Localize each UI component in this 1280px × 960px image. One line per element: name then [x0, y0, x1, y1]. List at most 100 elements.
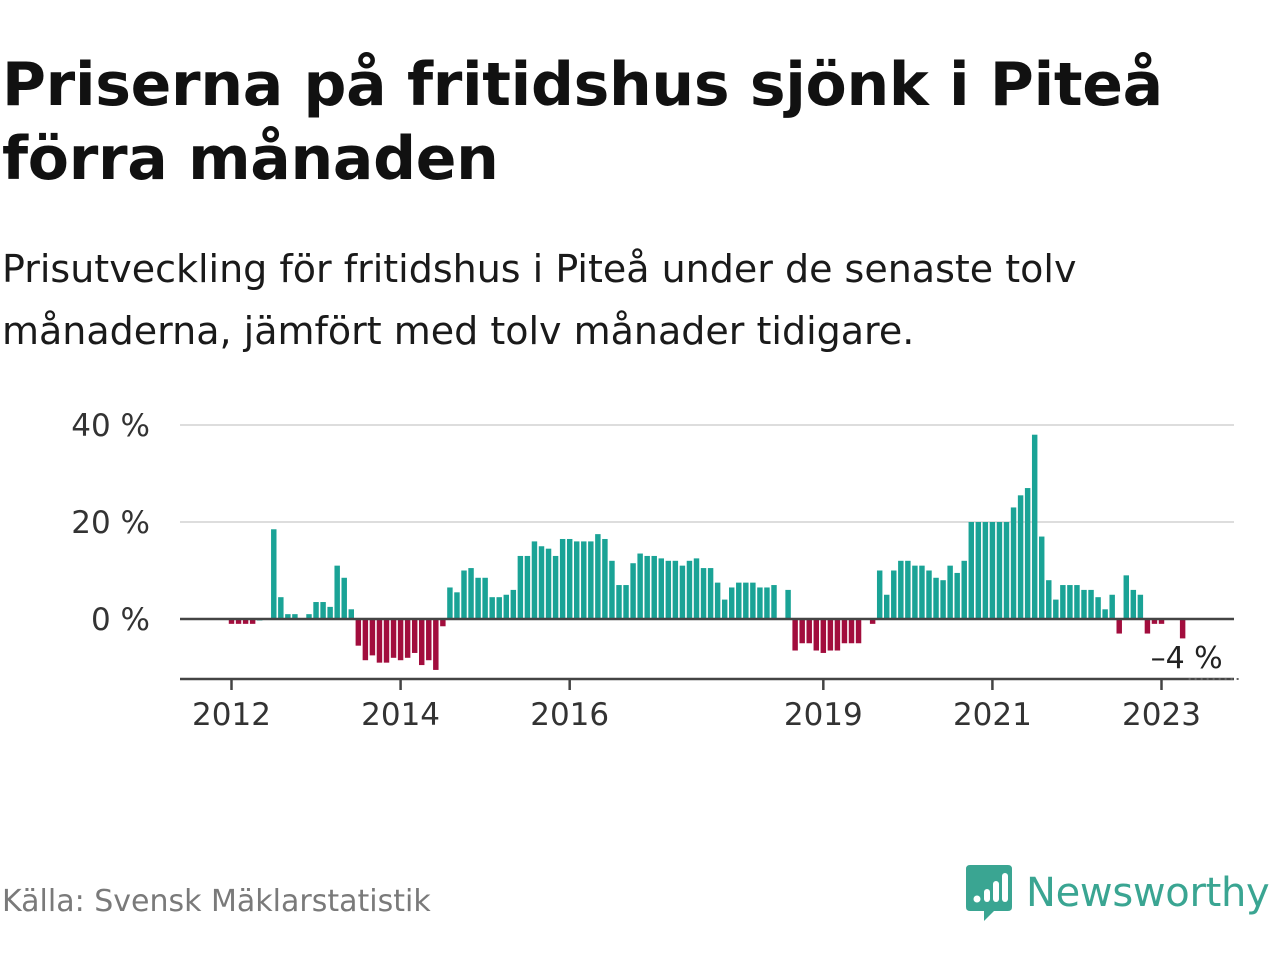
- bar: [1179, 619, 1186, 639]
- brand-name: Newsworthy: [1026, 870, 1270, 916]
- bar: [623, 585, 629, 619]
- bar: [609, 560, 615, 619]
- bar: [1003, 522, 1010, 619]
- bar: [602, 538, 608, 619]
- bars: [228, 434, 1186, 670]
- y-tick-label: 40 %: [71, 408, 150, 444]
- bar: [1039, 536, 1045, 619]
- bar: [1067, 585, 1073, 619]
- bar: [743, 582, 749, 620]
- bar: [884, 594, 890, 619]
- bar: [820, 619, 827, 653]
- bar: [926, 570, 932, 619]
- bar: [454, 592, 460, 619]
- bar: [736, 582, 742, 620]
- bar: [912, 565, 918, 619]
- bar: [1151, 619, 1158, 624]
- bar: [362, 619, 369, 661]
- bar: [517, 555, 524, 619]
- bar: [552, 555, 559, 619]
- bar: [658, 558, 664, 619]
- bar: [574, 541, 580, 619]
- bar: [1024, 488, 1031, 619]
- bar: [1158, 619, 1165, 624]
- bar: [503, 594, 509, 619]
- bar: [468, 568, 474, 619]
- bar: [376, 619, 383, 663]
- bar: [1081, 589, 1087, 619]
- bar: [475, 577, 481, 619]
- bar: [1060, 585, 1066, 619]
- bar: [559, 538, 566, 619]
- bar: [531, 541, 538, 619]
- bar: [1137, 594, 1144, 619]
- bar: [327, 606, 333, 620]
- x-tick-label: 2014: [361, 697, 440, 733]
- gridlines: [180, 424, 1234, 523]
- bar: [898, 560, 904, 619]
- bar: [313, 602, 319, 619]
- brand-logo: Newsworthy: [964, 862, 1270, 924]
- x-tick-label: 2016: [530, 697, 609, 733]
- chart-subtitle: Prisutveckling för fritidshus i Piteå un…: [2, 247, 1077, 353]
- bar: [855, 619, 862, 644]
- bar: [764, 587, 770, 619]
- bar: [249, 619, 256, 624]
- bar: [1088, 589, 1094, 619]
- bar: [954, 572, 960, 619]
- bar: [1074, 585, 1080, 619]
- bar: [757, 587, 763, 619]
- bar: [278, 597, 284, 619]
- bar: [355, 619, 362, 646]
- bar: [404, 619, 411, 658]
- bar: [1144, 619, 1151, 634]
- bar: [538, 546, 545, 619]
- bar: [785, 589, 791, 619]
- bar: [813, 619, 819, 651]
- bar: [419, 619, 425, 666]
- bar: [1031, 434, 1038, 619]
- axes: 40 % 20 % 0 % 2012 2014 2016 2019 2021 2023: [71, 408, 1234, 733]
- bar: [919, 565, 925, 619]
- bar: [827, 619, 834, 651]
- bar: [510, 589, 517, 619]
- bar: [989, 522, 996, 619]
- bar: [651, 555, 657, 619]
- bar: [496, 597, 502, 619]
- bar: [869, 619, 876, 624]
- bar: [1123, 575, 1129, 619]
- bar: [433, 619, 439, 670]
- bar-chart: 40 % 20 % 0 % 2012 2014 2016 2019 2021 2023 –4 %: [71, 408, 1240, 733]
- x-tick-label: 2012: [192, 697, 271, 733]
- bar: [271, 529, 277, 619]
- bar: [841, 619, 848, 644]
- bar: [440, 619, 446, 627]
- bar: [1130, 589, 1137, 619]
- bar: [940, 580, 946, 619]
- bar: [426, 619, 432, 661]
- bar: [482, 577, 488, 619]
- bar: [947, 565, 953, 619]
- bar: [975, 522, 982, 619]
- bar: [968, 522, 974, 619]
- bar: [707, 568, 714, 619]
- bar: [848, 619, 855, 644]
- bar: [672, 560, 679, 619]
- bar: [771, 585, 777, 619]
- bar: [348, 609, 354, 619]
- bar: [581, 541, 587, 619]
- annotations: –4 %: [1148, 638, 1240, 680]
- bar: [545, 548, 552, 619]
- bar: [630, 563, 636, 619]
- bar: [228, 619, 235, 624]
- bar: [686, 560, 693, 619]
- bar: [1109, 594, 1115, 619]
- bar: [714, 582, 721, 620]
- x-tick-label: 2019: [784, 697, 863, 733]
- source-note: Källa: Svensk Mäklarstatistik: [2, 884, 431, 919]
- bar: [1116, 619, 1122, 634]
- bar: [1053, 599, 1059, 619]
- bar: [679, 565, 686, 619]
- y-tick-label: 20 %: [71, 505, 150, 541]
- bar: [383, 619, 390, 663]
